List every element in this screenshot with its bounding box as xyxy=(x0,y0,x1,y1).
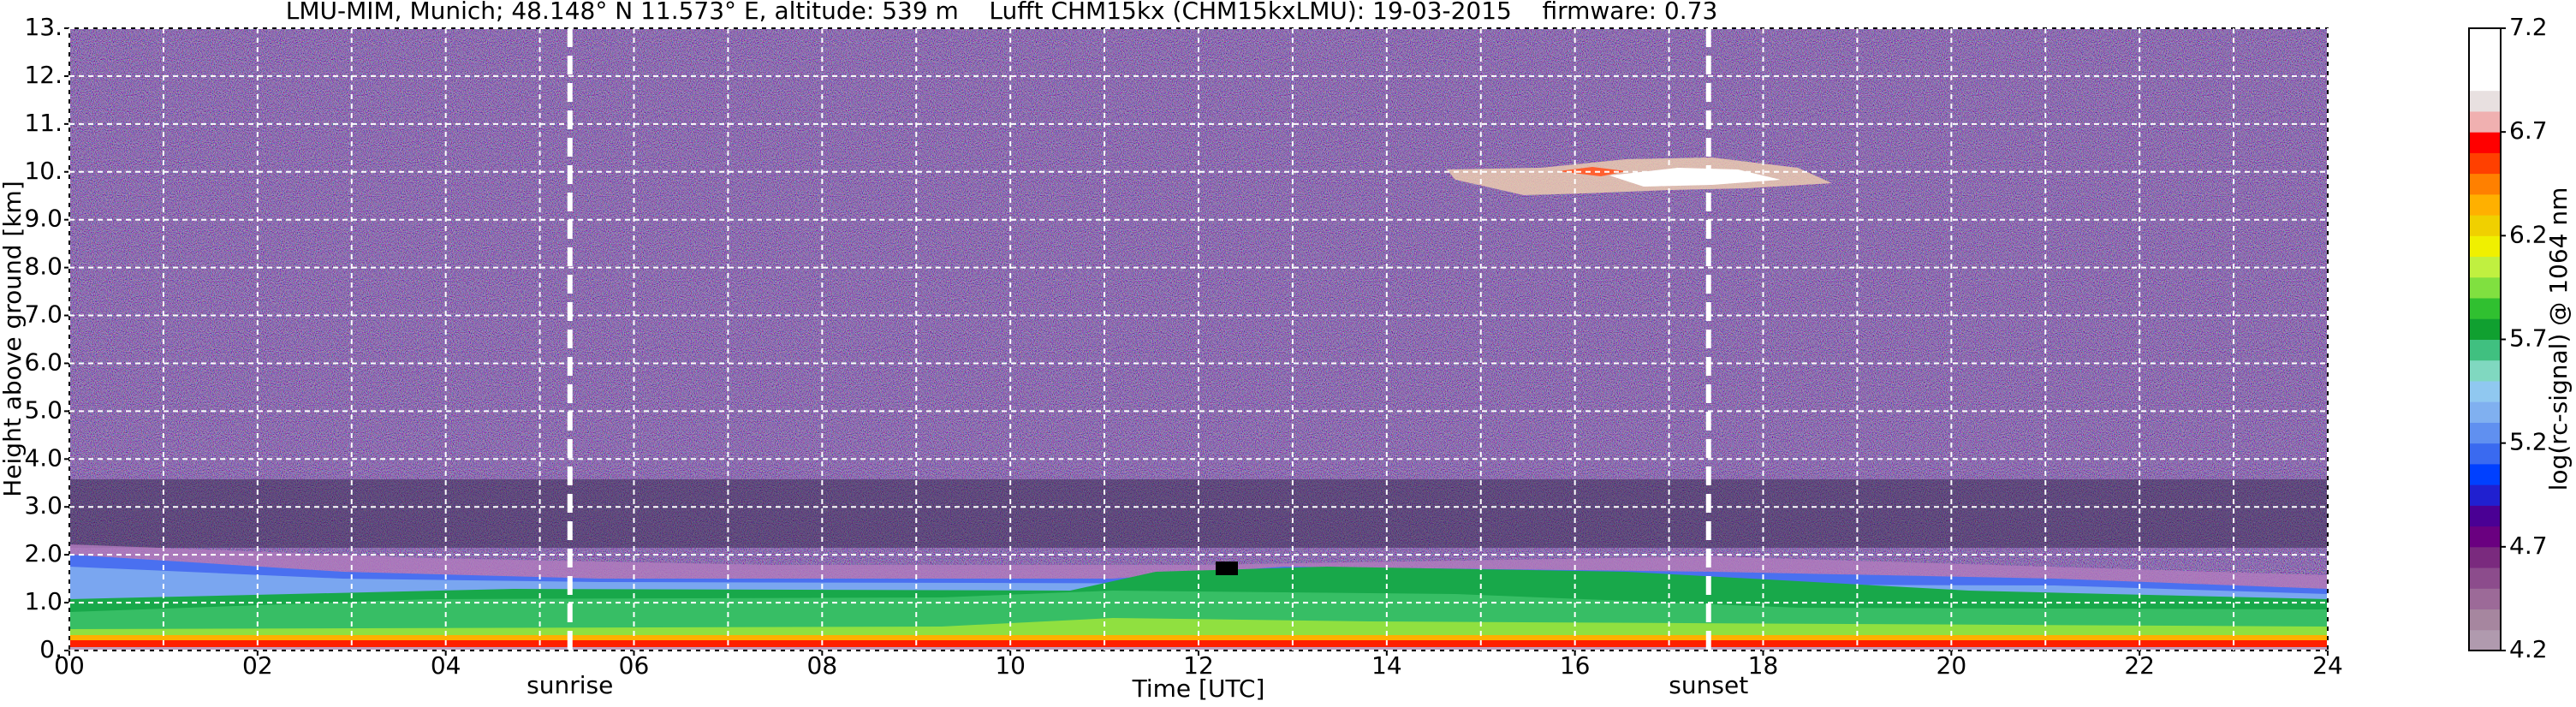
x-tick-label: 16 xyxy=(1560,651,1591,680)
colorbar-tick-label: 6.7 xyxy=(2509,116,2548,145)
x-tick-label: 08 xyxy=(807,651,838,680)
x-axis-label: Time [UTC] xyxy=(1132,674,1265,703)
x-tick-label: 12 xyxy=(1183,651,1214,680)
colorbar-swatch xyxy=(2469,215,2501,236)
y-tick-label: 4.0 xyxy=(24,443,62,472)
colorbar-tick-label: 5.7 xyxy=(2509,324,2548,353)
colorbar-swatch xyxy=(2469,235,2501,258)
colorbar-swatch xyxy=(2469,339,2501,361)
colorbar-swatch xyxy=(2469,298,2501,319)
x-tick-label: 00 xyxy=(54,651,85,680)
colorbar-tick-label: 7.2 xyxy=(2509,13,2548,41)
marker-label: sunrise xyxy=(527,671,613,699)
colorbar-swatch xyxy=(2469,173,2501,195)
x-tick-label: 24 xyxy=(2312,651,2343,680)
colorbar-swatch xyxy=(2469,422,2501,444)
colorbar-swatch xyxy=(2469,609,2501,631)
colorbar-swatch xyxy=(2469,505,2501,527)
x-tick-label: 20 xyxy=(1936,651,1967,680)
colorbar-swatch xyxy=(2469,256,2501,278)
colorbar-swatch xyxy=(2469,110,2501,133)
y-tick-label: 5.0 xyxy=(24,395,62,424)
x-tick-label: 06 xyxy=(619,651,650,680)
colorbar-label: log(rc-signal) @ 1064 nm xyxy=(2544,187,2573,491)
y-tick-label: 6.0 xyxy=(24,348,62,376)
colorbar-swatch xyxy=(2469,401,2501,423)
x-tick-label: 18 xyxy=(1748,651,1779,680)
colorbar-swatch xyxy=(2469,49,2501,70)
colorbar-swatch xyxy=(2469,193,2501,216)
y-tick-label: 8.0 xyxy=(24,253,62,281)
x-tick-label: 22 xyxy=(2124,651,2155,680)
y-tick-label: 10. xyxy=(24,157,62,185)
colorbar-swatch xyxy=(2469,69,2501,92)
y-tick-label: 11. xyxy=(24,109,62,137)
chart-title: LMU-MIM, Munich; 48.148° N 11.573° E, al… xyxy=(286,0,1718,25)
y-tick-label: 1.0 xyxy=(24,587,62,615)
colorbar-swatch xyxy=(2469,380,2501,402)
x-tick-label: 10 xyxy=(995,651,1026,680)
x-tick-label: 04 xyxy=(431,651,461,680)
x-tick-label: 14 xyxy=(1371,651,1402,680)
y-tick-label: 12. xyxy=(24,61,62,89)
colorbar-swatch xyxy=(2469,443,2501,465)
colorbar-swatch xyxy=(2469,132,2501,153)
colorbar-swatch xyxy=(2469,28,2501,50)
colorbar-swatch xyxy=(2469,526,2501,548)
colorbar-swatch xyxy=(2469,90,2501,112)
x-tick-label: 02 xyxy=(242,651,273,680)
colorbar-swatch xyxy=(2469,546,2501,568)
colorbar-swatch xyxy=(2469,318,2501,340)
colorbar-tick-label: 4.2 xyxy=(2509,635,2548,663)
colorbar-tick-label: 4.7 xyxy=(2509,532,2548,560)
y-tick-label: 0. xyxy=(39,635,62,663)
y-tick-label: 9.0 xyxy=(24,205,62,233)
colorbar-swatch xyxy=(2469,629,2501,651)
colorbar-swatch xyxy=(2469,588,2501,610)
y-axis-label: Height above ground [km] xyxy=(0,181,27,497)
y-tick-label: 3.0 xyxy=(24,491,62,520)
y-tick-label: 13. xyxy=(24,13,62,41)
colorbar-swatch xyxy=(2469,152,2501,175)
colorbar-swatch xyxy=(2469,276,2501,299)
colorbar-swatch xyxy=(2469,567,2501,589)
colorbar-swatch xyxy=(2469,359,2501,382)
colorbar-swatch xyxy=(2469,463,2501,485)
colorbar-swatch xyxy=(2469,484,2501,506)
y-tick-label: 7.0 xyxy=(24,300,62,329)
colorbar-tick-label: 6.2 xyxy=(2509,220,2548,248)
y-tick-label: 2.0 xyxy=(24,539,62,567)
colorbar-tick-label: 5.2 xyxy=(2509,428,2548,456)
marker-label: sunset xyxy=(1669,671,1748,699)
